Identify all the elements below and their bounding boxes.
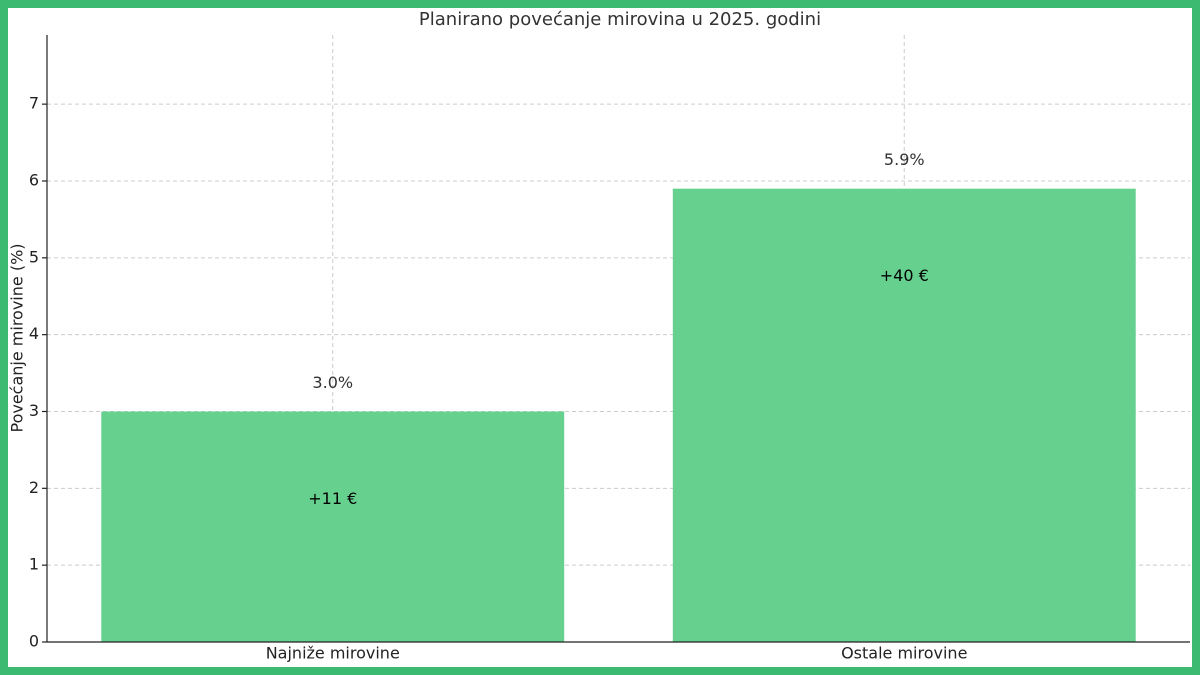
overlay: 0 1 2 3 4 5 6 7 Najniže mirovine 3.0% +11 € Ostale … [29,35,1190,663]
x-tick-label: Ostale mirovine [841,644,967,663]
bar [101,411,565,642]
annotation: +11 € [308,489,357,508]
value-label: 5.9% [884,150,925,169]
annotation: +40 € [880,266,929,285]
y-tick-label: 6 [29,170,39,189]
y-tick-label: 1 [29,555,39,574]
y-axis-label: Povećanje mirovine (%) [8,243,27,432]
value-label: 3.0% [312,373,353,392]
bar [672,188,1136,642]
y-tick-label: 3 [29,401,39,420]
y-tick-label: 4 [29,324,39,343]
x-tick-label: Najniže mirovine [266,644,400,663]
y-tick-label: 0 [29,632,39,651]
y-tick-label: 7 [29,94,39,113]
chart-title: Planirano povećanje mirovina u 2025. god… [419,9,821,30]
y-tick-label: 2 [29,478,39,497]
y-tick-label: 5 [29,247,39,266]
bars [101,188,1136,642]
